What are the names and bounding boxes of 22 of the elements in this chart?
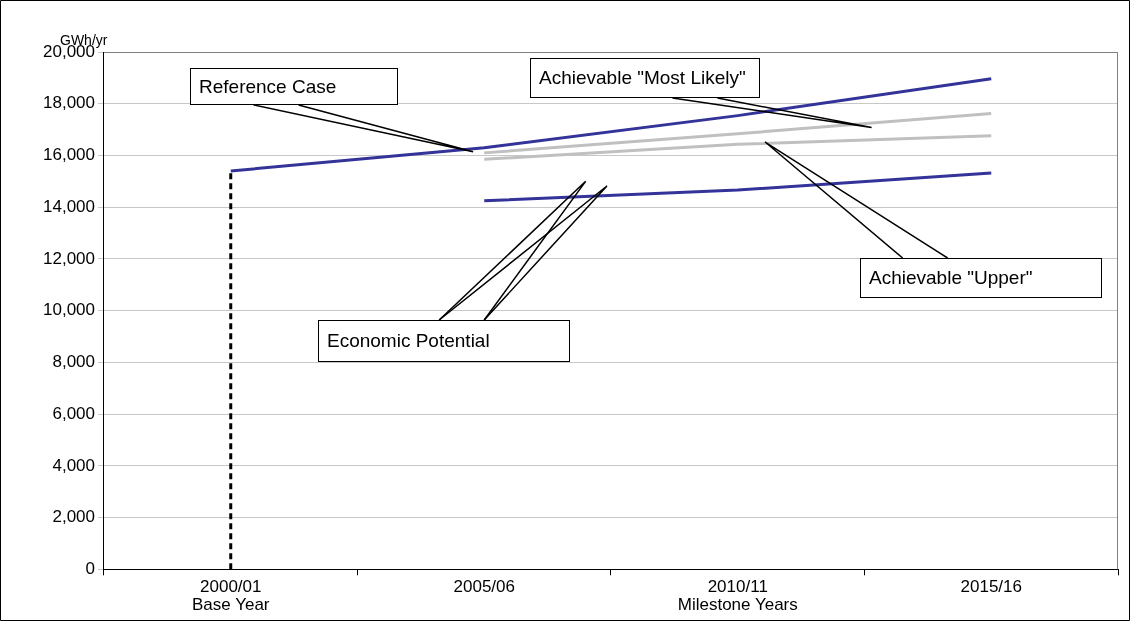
y-tick-label: 14,000 (43, 196, 95, 216)
annotation: Economic Potential (327, 330, 490, 352)
y-tick-label: 18,000 (43, 93, 95, 113)
annotation: Achievable "Upper" (869, 267, 1033, 289)
annotation: Reference Case (199, 75, 337, 98)
y-tick-label: 0 (85, 558, 95, 578)
y-tick-label: 2,000 (52, 507, 95, 527)
callout-box: Reference Case (190, 68, 398, 105)
callout-box: Achievable "Most Likely" (530, 58, 760, 98)
x-tick-label: 2010/11 Milestone Years (677, 576, 798, 614)
x-tick-label: 2015/16 (960, 576, 1022, 596)
callout-box: Achievable "Upper" (860, 258, 1102, 298)
y-tick-label: 12,000 (43, 248, 95, 268)
y-tick-label: 6,000 (52, 403, 95, 423)
y-tick-label: 10,000 (43, 300, 95, 320)
y-tick-label: 16,000 (43, 145, 95, 165)
annotation: Achievable "Most Likely" (539, 67, 746, 89)
y-tick-label: 4,000 (52, 455, 95, 475)
callout-box: Economic Potential (318, 320, 570, 362)
y-tick-label: 8,000 (52, 352, 95, 372)
x-tick-label: 2005/06 (453, 576, 515, 596)
x-tick-label: 2000/01 Base Year (191, 576, 270, 614)
